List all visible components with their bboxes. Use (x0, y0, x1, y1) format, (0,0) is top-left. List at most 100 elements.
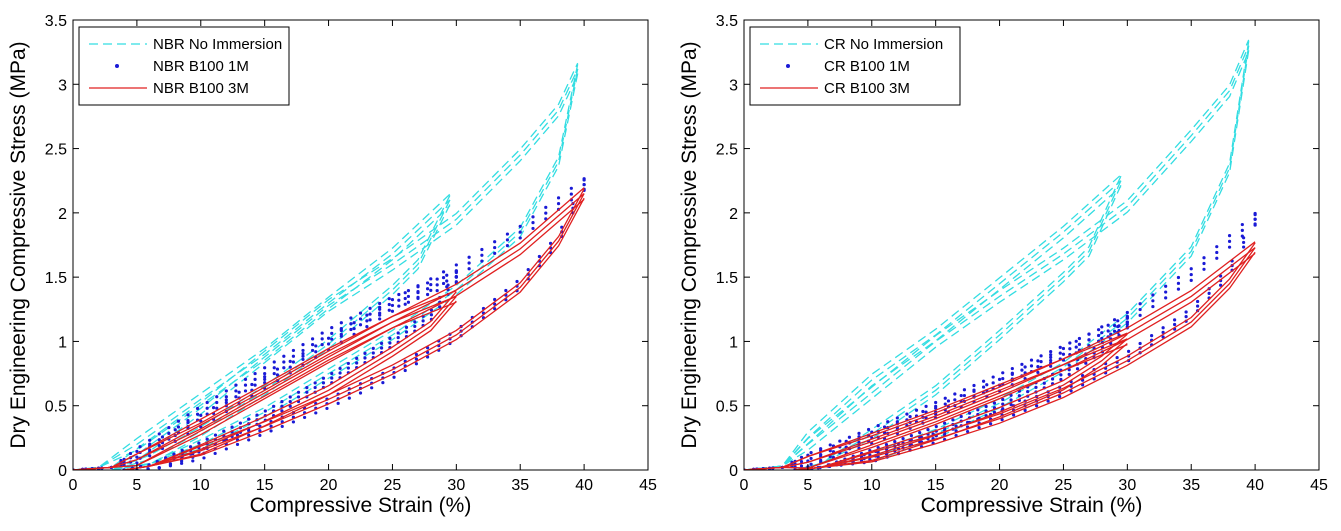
data-point (943, 396, 947, 400)
data-point (197, 441, 201, 445)
data-point (397, 304, 401, 308)
data-point (1173, 318, 1177, 322)
series-line-loading (73, 198, 585, 470)
data-point (548, 241, 553, 245)
data-point (531, 226, 535, 231)
data-point (799, 464, 804, 468)
data-point (981, 379, 986, 383)
data-point (569, 186, 573, 190)
data-point (828, 443, 832, 447)
data-point (1009, 402, 1013, 407)
y-tick-label: 0 (58, 463, 67, 480)
legend: NBR No Immersion NBR B100 1M NBR B100 3M (78, 26, 290, 106)
data-point (135, 461, 139, 465)
data-point (1127, 349, 1131, 353)
data-point (390, 298, 395, 302)
series-dotted (73, 177, 586, 470)
data-point (1058, 351, 1062, 355)
data-point (371, 346, 375, 350)
data-point (352, 326, 356, 331)
data-point (425, 292, 430, 297)
series-line-loading (744, 180, 1122, 470)
data-point (305, 390, 309, 394)
data-point (314, 350, 318, 354)
data-point (921, 409, 925, 414)
data-point (1049, 355, 1053, 359)
data-point (330, 326, 334, 330)
data-point (934, 404, 938, 408)
data-point (905, 412, 909, 416)
data-point (250, 382, 254, 387)
legend-label: NBR B100 3M (153, 80, 249, 97)
data-point (895, 420, 899, 424)
data-point (390, 303, 395, 308)
data-point (301, 343, 305, 347)
data-point (148, 448, 152, 452)
x-axis-title: Compressive Strain (%) (921, 494, 1143, 517)
data-point (1161, 326, 1165, 330)
data-point (1117, 324, 1121, 328)
data-point (199, 413, 203, 417)
data-point (857, 431, 861, 435)
legend-box (78, 26, 290, 106)
data-point (202, 456, 206, 460)
data-point (275, 367, 280, 371)
data-point (518, 236, 522, 240)
data-point (1125, 310, 1129, 315)
y-tick-label: 1.5 (45, 270, 67, 287)
data-point (1189, 272, 1193, 277)
data-point (467, 261, 471, 265)
data-point (454, 280, 458, 284)
series-solid (744, 241, 1256, 470)
series-solid (73, 187, 585, 470)
data-point (1039, 360, 1043, 364)
data-point (1023, 365, 1027, 369)
data-point (962, 388, 967, 392)
data-point (282, 360, 286, 364)
data-point (167, 431, 171, 435)
data-point (1012, 413, 1016, 417)
data-point (480, 253, 484, 257)
data-point (1184, 310, 1188, 314)
data-point (243, 389, 248, 393)
data-point (441, 270, 446, 274)
data-point (435, 277, 439, 281)
x-tick-label: 40 (1246, 477, 1264, 494)
data-point (325, 406, 329, 411)
data-point (1036, 359, 1040, 363)
data-point (291, 354, 296, 358)
data-point (951, 418, 955, 422)
data-point (1084, 361, 1088, 365)
y-tick-label: 1 (58, 334, 67, 351)
data-point (435, 289, 439, 293)
x-tick-label: 5 (132, 477, 141, 494)
data-point (544, 205, 548, 209)
data-point (504, 288, 508, 293)
data-point (914, 408, 919, 412)
data-point (263, 371, 267, 376)
data-point (1112, 329, 1117, 333)
data-point (157, 466, 161, 470)
series-line-loading (744, 51, 1250, 470)
data-point (310, 337, 315, 341)
plot-frame (743, 19, 1320, 471)
y-tick-label: 2 (58, 206, 67, 223)
x-tick-label: 20 (320, 477, 338, 494)
data-point (1215, 250, 1219, 255)
data-point (365, 319, 369, 323)
series-line-loading (73, 193, 451, 470)
x-tick-label: 40 (575, 477, 593, 494)
data-point (347, 396, 351, 400)
data-point (441, 281, 446, 286)
data-point (1075, 367, 1080, 371)
data-point (321, 381, 326, 385)
data-point (176, 419, 181, 423)
y-tick-label: 0 (729, 463, 738, 480)
data-point (893, 440, 897, 444)
data-point (1087, 338, 1091, 342)
y-tick-label: 3 (58, 77, 67, 94)
series-line-loading (744, 241, 1256, 470)
data-point (1087, 332, 1091, 336)
data-point (346, 361, 350, 366)
data-point (1049, 358, 1053, 363)
